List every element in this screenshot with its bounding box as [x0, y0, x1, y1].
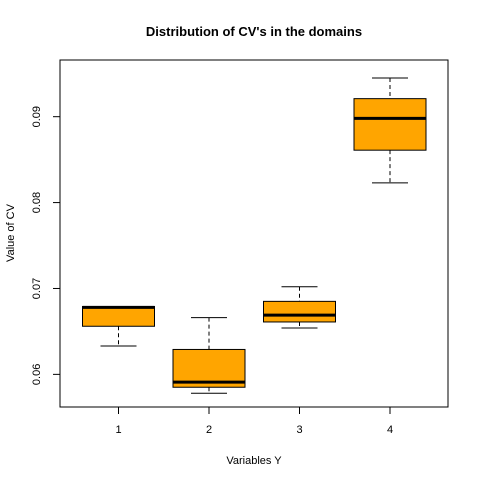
box-4 — [354, 78, 426, 183]
box-3 — [264, 287, 336, 328]
x-tick-label: 3 — [296, 424, 302, 436]
box-2 — [173, 318, 245, 394]
y-tick-label: 0.09 — [31, 106, 43, 127]
y-tick-label: 0.08 — [31, 192, 43, 213]
x-tick-label: 4 — [387, 424, 393, 436]
iqr-box — [264, 301, 336, 322]
y-axis: 0.06 0.07 0.08 0.09 — [31, 106, 60, 385]
chart-title: Distribution of CV's in the domains — [146, 24, 362, 39]
y-tick-label: 0.07 — [31, 278, 43, 299]
x-axis-label: Variables Y — [226, 455, 282, 467]
boxes-layer — [83, 78, 427, 393]
y-tick-label: 0.06 — [31, 364, 43, 385]
x-axis: 1 2 3 4 — [115, 407, 393, 436]
y-axis-label: Value of CV — [5, 203, 17, 262]
box-1 — [83, 307, 155, 347]
x-tick-label: 2 — [206, 424, 212, 436]
iqr-box — [83, 307, 155, 327]
x-tick-label: 1 — [115, 424, 121, 436]
iqr-box — [354, 99, 426, 151]
